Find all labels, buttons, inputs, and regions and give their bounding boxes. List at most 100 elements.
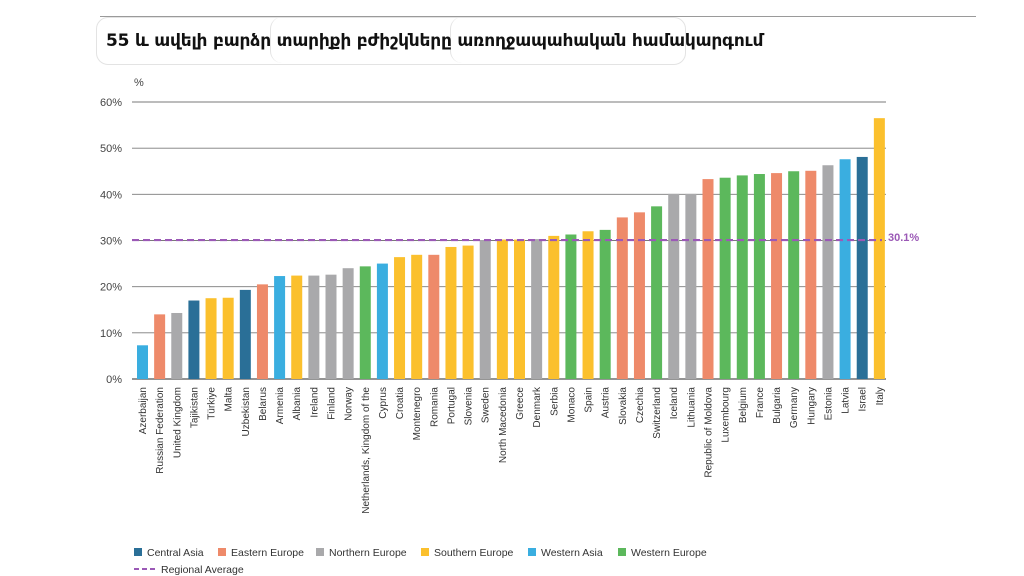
bar (359, 266, 371, 379)
x-category-label: Austria (601, 387, 612, 419)
x-category-label: Sweden (481, 387, 492, 423)
bar (633, 212, 645, 379)
x-category-label: Finland (327, 387, 338, 420)
bar (462, 245, 474, 379)
bar (736, 175, 748, 379)
bar (394, 257, 406, 379)
legend: Central Asia Eastern Europe Northern Europ… (134, 547, 707, 576)
bar (582, 231, 594, 379)
bar (548, 235, 560, 379)
y-tick-label: 60% (100, 97, 122, 109)
bar (496, 239, 508, 379)
bar (291, 275, 303, 379)
x-category-label: Luxembourg (721, 387, 732, 443)
bar (702, 179, 714, 379)
x-category-label: Uzbekistan (241, 387, 252, 436)
y-tick-label: 10% (100, 328, 122, 340)
x-category-label: Czechia (635, 387, 646, 424)
legend-swatch (528, 548, 536, 556)
x-category-label: Denmark (532, 386, 543, 428)
x-category-label: Switzerland (652, 387, 663, 439)
x-category-label: Ireland (309, 387, 320, 418)
y-tick-label: 50% (100, 143, 122, 155)
x-category-label: Montenegro (412, 387, 423, 441)
bar (685, 193, 697, 379)
bar (788, 171, 800, 379)
slide-title: 55 և ավելի բարձր տարիքի բժիշկները առողջա… (106, 31, 764, 51)
bar (719, 177, 731, 379)
bar (651, 206, 663, 379)
x-category-label: Russian Federation (155, 387, 166, 474)
bar (479, 240, 491, 379)
y-axis-label: % (134, 77, 144, 89)
bar (856, 156, 868, 379)
x-category-label: Belgium (738, 387, 749, 423)
x-category-label: Tajikistan (189, 387, 200, 428)
x-category-label: Albania (292, 387, 303, 421)
title-segment-divider (450, 17, 491, 63)
legend-reference-label: Regional Average (161, 564, 244, 576)
legend-label: Southern Europe (434, 547, 514, 559)
x-category-label: Bulgaria (772, 387, 783, 424)
x-category-label: Germany (789, 387, 800, 428)
x-category-label: North Macedonia (498, 387, 509, 464)
bar (822, 165, 834, 379)
legend-label: Eastern Europe (231, 547, 304, 559)
y-tick-label: 40% (100, 189, 122, 201)
bar (445, 246, 457, 379)
x-category-label: Slovakia (618, 387, 629, 425)
bar (222, 297, 234, 379)
x-category-label: Israel (858, 387, 869, 411)
title-box (96, 17, 686, 65)
bar (239, 289, 251, 379)
bar (531, 239, 543, 379)
x-category-label: Türkiye (207, 387, 218, 420)
x-category-label: France (755, 387, 766, 419)
legend-label: Northern Europe (329, 547, 407, 559)
x-category-label: Serbia (549, 387, 560, 416)
legend-label: Western Asia (541, 547, 603, 559)
x-category-label: Hungary (806, 387, 817, 425)
bar (342, 268, 354, 379)
x-category-label: Malta (224, 387, 235, 412)
bar (325, 274, 337, 379)
bar (565, 234, 577, 379)
legend-label: Western Europe (631, 547, 707, 559)
y-axis-ticks: 0% 10% 20% 30% 40% 50% 60% (100, 97, 122, 386)
title-segment-divider (270, 17, 311, 63)
top-rule (100, 16, 976, 17)
bar (753, 174, 765, 379)
x-category-label: Estonia (823, 387, 834, 421)
x-category-label: Cyprus (378, 387, 389, 419)
x-category-label: Romania (429, 387, 440, 427)
bar (256, 284, 268, 379)
bar (771, 173, 783, 379)
bar (428, 254, 440, 379)
reference-value-label: 30.1% (888, 232, 919, 244)
legend-swatch (618, 548, 626, 556)
bar (205, 298, 217, 379)
bar (411, 254, 423, 379)
bars (137, 118, 885, 380)
legend-swatch (316, 548, 324, 556)
bar (839, 159, 851, 379)
x-category-label: Portugal (446, 387, 457, 424)
x-category-label: Belarus (258, 387, 269, 421)
x-category-label: Italy (875, 387, 886, 405)
y-tick-label: 30% (100, 236, 122, 248)
x-category-label: Slovenia (464, 387, 475, 426)
legend-swatch (421, 548, 429, 556)
bar (274, 276, 286, 379)
legend-swatch (218, 548, 226, 556)
x-category-label: Iceland (669, 387, 680, 419)
legend-label: Central Asia (147, 547, 204, 559)
x-category-label: Armenia (275, 387, 286, 425)
bar (154, 314, 166, 379)
x-category-label: Azerbaijan (138, 387, 149, 434)
x-category-label: Croatia (395, 387, 406, 420)
bar (873, 118, 885, 380)
bar (599, 229, 611, 379)
bar (171, 312, 183, 379)
